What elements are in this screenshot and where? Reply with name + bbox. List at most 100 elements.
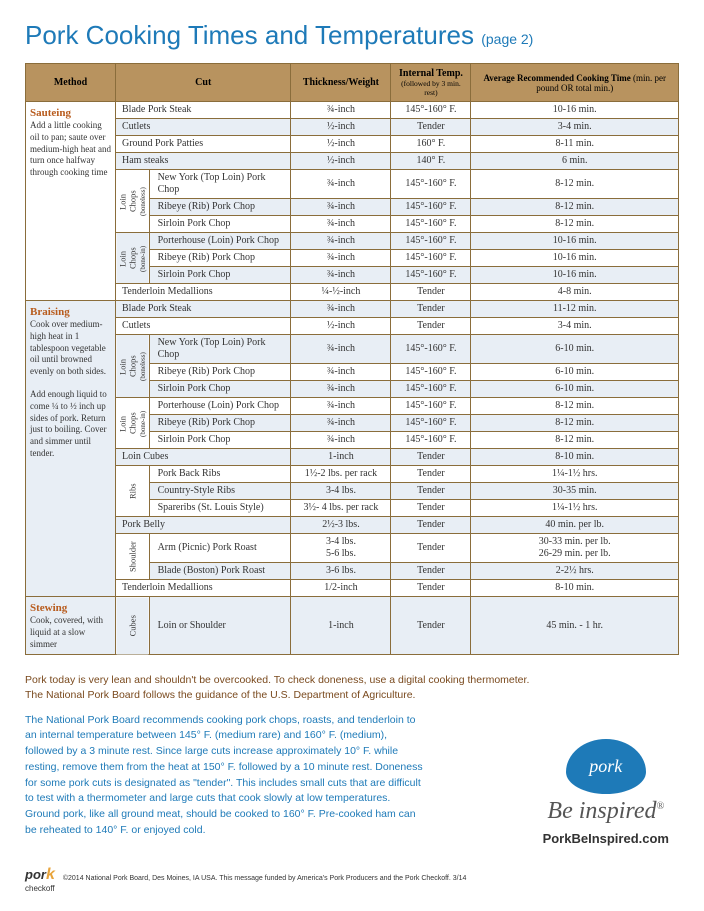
table-cell: 11-12 min.	[471, 301, 679, 318]
table-cell: Ribeye (Rib) Pork Chop	[149, 199, 291, 216]
table-cell: ½-inch	[291, 136, 391, 153]
table-cell: ¾-inch	[291, 233, 391, 250]
table-cell: Tender	[391, 119, 471, 136]
header-temp: Internal Temp.(followed by 3 min. rest)	[391, 64, 471, 102]
url-text: PorkBeInspired.com	[543, 831, 669, 846]
table-cell: Cutlets	[116, 119, 291, 136]
table-cell: 8-11 min.	[471, 136, 679, 153]
table-cell: Ribeye (Rib) Pork Chop	[149, 364, 291, 381]
table-cell: Ribeye (Rib) Pork Chop	[149, 415, 291, 432]
header-method: Method	[26, 64, 116, 102]
table-cell: 8-10 min.	[471, 449, 679, 466]
table-cell: Tender	[391, 597, 471, 655]
table-cell: ¾-inch	[291, 415, 391, 432]
table-cell: Tenderloin Medallions	[116, 284, 291, 301]
table-cell: LoinChops(bone-in)	[116, 398, 150, 449]
table-cell: 160° F.	[391, 136, 471, 153]
table-cell: 10-16 min.	[471, 250, 679, 267]
page-title: Pork Cooking Times and Temperatures (pag…	[25, 20, 679, 51]
table-cell: 8-10 min.	[471, 580, 679, 597]
table-cell: Pork Belly	[116, 517, 291, 534]
table-cell: 145°-160° F.	[391, 216, 471, 233]
table-cell: 140° F.	[391, 153, 471, 170]
table-cell: Porterhouse (Loin) Pork Chop	[149, 398, 291, 415]
header-cut: Cut	[116, 64, 291, 102]
table-cell: ½-inch	[291, 119, 391, 136]
copyright-text: ©2014 National Pork Board, Des Moines, I…	[63, 875, 467, 883]
table-cell: 40 min. per lb.	[471, 517, 679, 534]
table-cell: Sirloin Pork Chop	[149, 216, 291, 233]
table-cell: 6-10 min.	[471, 381, 679, 398]
table-cell: 1¼-1½ hrs.	[471, 500, 679, 517]
table-cell: 8-12 min.	[471, 170, 679, 199]
table-cell: LoinChops(boneless)	[116, 335, 150, 398]
table-cell: Blade (Boston) Pork Roast	[149, 563, 291, 580]
table-cell: Tender	[391, 517, 471, 534]
table-cell: LoinChops(bone-in)	[116, 233, 150, 284]
table-cell: Sirloin Pork Chop	[149, 432, 291, 449]
table-cell: 145°-160° F.	[391, 199, 471, 216]
table-cell: 30-35 min.	[471, 483, 679, 500]
table-cell: 6 min.	[471, 153, 679, 170]
table-cell: 145°-160° F.	[391, 250, 471, 267]
table-cell: Tenderloin Medallions	[116, 580, 291, 597]
table-cell: Porterhouse (Loin) Pork Chop	[149, 233, 291, 250]
table-cell: 2½-3 lbs.	[291, 517, 391, 534]
table-cell: ¾-inch	[291, 250, 391, 267]
table-cell: Spareribs (St. Louis Style)	[149, 500, 291, 517]
cooking-table: Method Cut Thickness/Weight Internal Tem…	[25, 63, 679, 655]
table-cell: Blade Pork Steak	[116, 102, 291, 119]
table-cell: 8-12 min.	[471, 216, 679, 233]
table-cell: ½-inch	[291, 153, 391, 170]
table-cell: 6-10 min.	[471, 364, 679, 381]
table-cell: 145°-160° F.	[391, 170, 471, 199]
table-cell: Tender	[391, 466, 471, 483]
table-cell: ¾-inch	[291, 216, 391, 233]
table-cell: 145°-160° F.	[391, 335, 471, 364]
table-cell: 145°-160° F.	[391, 381, 471, 398]
table-cell: ¾-inch	[291, 335, 391, 364]
footer-bar: porkcheckoff ©2014 National Pork Board, …	[25, 866, 466, 893]
table-cell: 145°-160° F.	[391, 267, 471, 284]
table-cell: Tender	[391, 301, 471, 318]
table-cell: 145°-160° F.	[391, 364, 471, 381]
checkoff-logo: porkcheckoff	[25, 866, 55, 893]
table-cell: Pork Back Ribs	[149, 466, 291, 483]
table-cell: Ground Pork Patties	[116, 136, 291, 153]
table-cell: Sirloin Pork Chop	[149, 267, 291, 284]
table-cell: Shoulder	[116, 534, 150, 580]
table-cell: StewingCook, covered, with liquid at a s…	[26, 597, 116, 655]
table-cell: 2-2½ hrs.	[471, 563, 679, 580]
logo-area: pork Be inspired® PorkBeInspired.com	[543, 739, 669, 846]
table-cell: 1-inch	[291, 449, 391, 466]
table-cell: 145°-160° F.	[391, 102, 471, 119]
table-cell: 45 min. - 1 hr.	[471, 597, 679, 655]
table-cell: Arm (Picnic) Pork Roast	[149, 534, 291, 563]
table-cell: 8-12 min.	[471, 199, 679, 216]
table-cell: 8-12 min.	[471, 398, 679, 415]
table-cell: Loin Cubes	[116, 449, 291, 466]
table-cell: ¾-inch	[291, 301, 391, 318]
table-cell: 3-4 lbs.5-6 lbs.	[291, 534, 391, 563]
header-time: Average Recommended Cooking Time (min. p…	[471, 64, 679, 102]
table-cell: ¼-½-inch	[291, 284, 391, 301]
table-cell: Country-Style Ribs	[149, 483, 291, 500]
table-cell: ¾-inch	[291, 432, 391, 449]
table-cell: Tender	[391, 284, 471, 301]
table-cell: ½-inch	[291, 318, 391, 335]
body-paragraph: The National Pork Board recommends cooki…	[25, 713, 425, 839]
table-cell: 3-4 min.	[471, 119, 679, 136]
table-cell: Tender	[391, 563, 471, 580]
table-cell: ¾-inch	[291, 267, 391, 284]
table-cell: Tender	[391, 449, 471, 466]
tagline: Be inspired®	[543, 798, 669, 825]
table-cell: Cubes	[116, 597, 150, 655]
table-cell: 1¼-1½ hrs.	[471, 466, 679, 483]
table-cell: ¾-inch	[291, 199, 391, 216]
table-cell: ¾-inch	[291, 170, 391, 199]
table-cell: Tender	[391, 534, 471, 563]
table-cell: 3-4 min.	[471, 318, 679, 335]
table-cell: 145°-160° F.	[391, 432, 471, 449]
table-cell: ¾-inch	[291, 102, 391, 119]
table-cell: Tender	[391, 500, 471, 517]
